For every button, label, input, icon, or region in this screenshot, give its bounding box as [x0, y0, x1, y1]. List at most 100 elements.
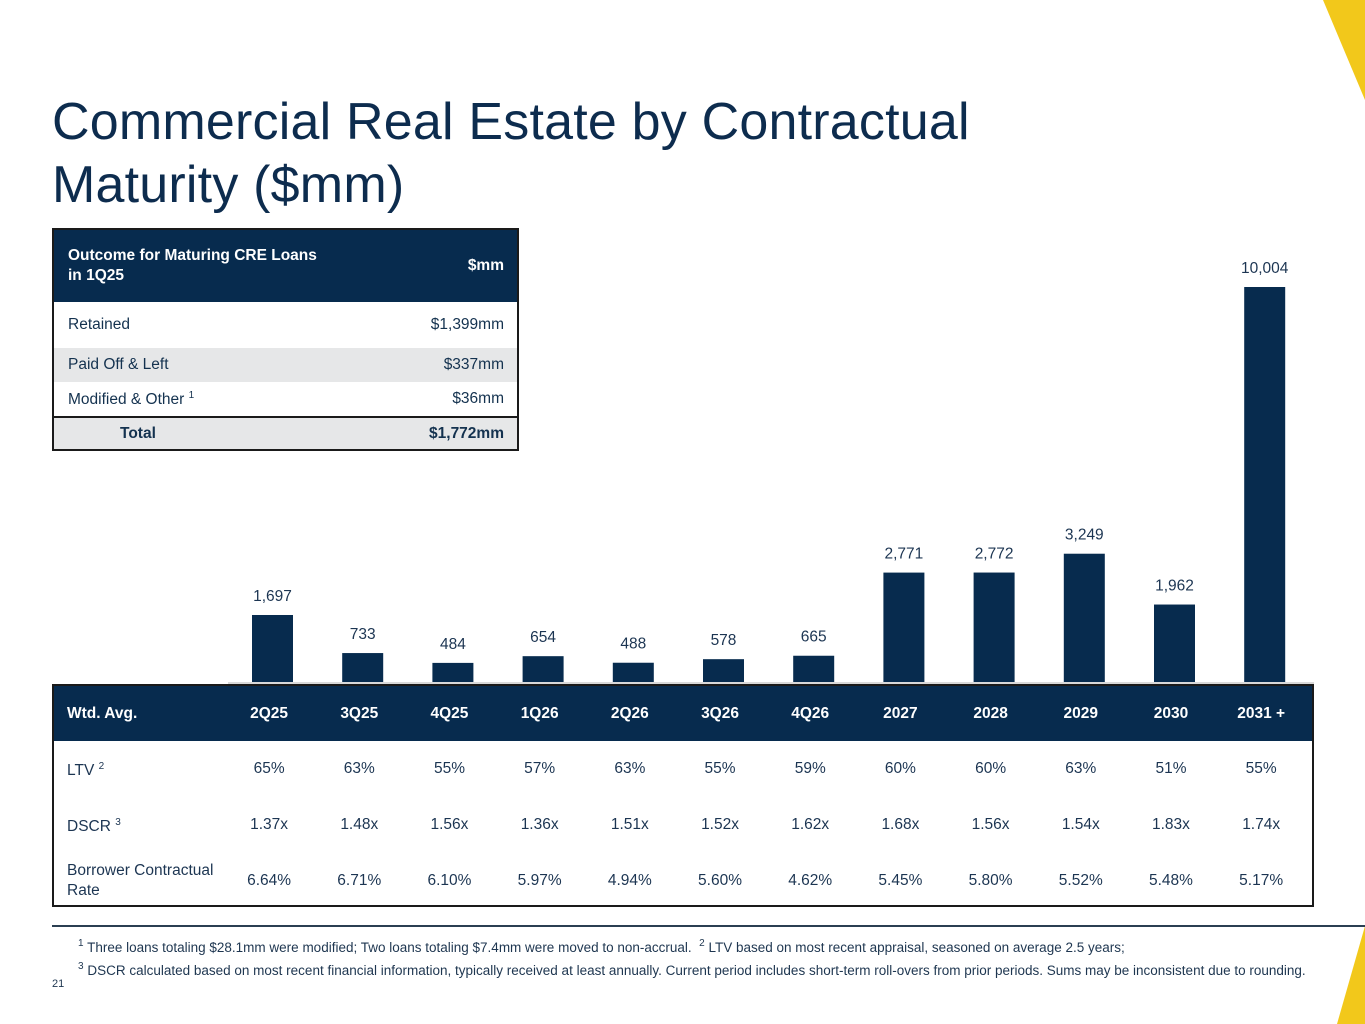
metrics-cell: 1.56x — [430, 816, 469, 833]
bar-3q26 — [703, 659, 744, 682]
footnote-mark: 1 — [78, 938, 84, 949]
metrics-cell: 6.64% — [247, 872, 292, 889]
bar-data-label: 733 — [350, 626, 376, 643]
footnote-mark: 2 — [699, 938, 705, 949]
metrics-cell: 59% — [794, 760, 826, 777]
metrics-row-label: LTV 2 — [54, 757, 224, 781]
metrics-cell: 51% — [1155, 760, 1187, 777]
metrics-cell: 5.48% — [1148, 872, 1193, 889]
bar-2029 — [1063, 553, 1105, 682]
metrics-row-rate: Borrower Contractual Rate 6.64% 6.71% 6.10… — [54, 853, 1312, 909]
metrics-column-header: 2028 — [973, 704, 1008, 722]
outcome-table: Outcome for Maturing CRE Loans in 1Q25 $… — [52, 228, 519, 451]
bar-2027 — [883, 572, 925, 682]
outcome-row: Modified & Other 1 $36mm — [54, 382, 517, 416]
bar-2q25 — [252, 614, 293, 682]
metrics-cell: 55% — [704, 760, 736, 777]
outcome-row-value: $36mm — [452, 390, 504, 407]
metrics-cell: 1.54x — [1061, 816, 1100, 833]
footnote-mark: 3 — [78, 961, 84, 972]
outcome-header-label: Outcome for Maturing CRE Loans in 1Q25 — [68, 247, 317, 284]
chart-baseline — [228, 682, 1314, 685]
metrics-cell: 6.10% — [427, 872, 472, 889]
bar-1q26 — [522, 656, 564, 682]
bar-2028 — [973, 572, 1015, 682]
metrics-column-header: 2031 + — [1237, 704, 1286, 722]
metrics-cell: 63% — [343, 760, 375, 777]
metrics-cell: 5.80% — [968, 872, 1013, 889]
bar-data-label: 2,772 — [975, 546, 1014, 563]
page-title: Commercial Real Estate by Contractual Ma… — [52, 92, 970, 214]
metrics-cell: 6.71% — [337, 872, 382, 889]
metrics-column-header: 1Q26 — [520, 704, 559, 722]
metrics-cell: 1.36x — [520, 816, 559, 833]
outcome-total-label: Total — [120, 424, 156, 442]
bar-data-label: 2,771 — [885, 546, 924, 563]
outcome-row-label: Modified & Other 1 — [68, 390, 194, 409]
outcome-row: Paid Off & Left $337mm — [54, 348, 517, 382]
metrics-cell: 55% — [433, 760, 465, 777]
bar-data-label: 1,962 — [1155, 578, 1194, 595]
outcome-total-value: $1,772mm — [429, 424, 504, 442]
metrics-column-header: 2029 — [1063, 704, 1099, 722]
metrics-header-label: Wtd. Avg. — [67, 704, 138, 722]
metrics-cell: 1.83x — [1152, 816, 1190, 833]
metrics-cell: 5.60% — [698, 872, 742, 889]
metrics-row-dscr: DSCR 3 1.37x 1.48x 1.56x 1.36x 1.51x 1.52x 1.6… — [54, 797, 1312, 853]
metrics-cell: 1.37x — [250, 816, 289, 833]
metrics-column-header: 2Q26 — [610, 704, 649, 722]
metrics-row-label: DSCR 3 — [54, 813, 224, 837]
metrics-cell: 63% — [614, 760, 646, 777]
metrics-cell: 4.62% — [788, 872, 833, 889]
footnote-1: Three loans totaling $28.1mm were modifi… — [87, 940, 692, 955]
metrics-column-header: 2Q25 — [250, 704, 289, 722]
metrics-column-header: 2027 — [883, 704, 918, 722]
maturity-bar-chart: 1,697 733 484 654 488 578 665 2,771 2,772 3,249 1,… — [252, 260, 1289, 682]
bar-data-label: 3,249 — [1065, 527, 1104, 544]
metrics-cell: 4.94% — [607, 872, 652, 889]
accent-shape-top — [1323, 0, 1365, 100]
metrics-cell: 60% — [884, 760, 916, 777]
metrics-cell: 5.52% — [1058, 872, 1103, 889]
outcome-table-header: Outcome for Maturing CRE Loans in 1Q25 $… — [54, 230, 517, 302]
footnote-3: DSCR calculated based on most recent fin… — [87, 963, 1306, 978]
bar-data-label: 484 — [440, 636, 466, 653]
metrics-header-row: Wtd. Avg. 2Q25 3Q25 4Q25 1Q26 2Q26 3Q26 4Q26 20… — [54, 686, 1312, 741]
bar-data-label: 1,697 — [253, 588, 292, 605]
metrics-cell: 5.17% — [1239, 872, 1284, 889]
metrics-cell: 1.74x — [1242, 816, 1281, 833]
footnote-ref: 2 — [98, 761, 105, 772]
metrics-column-header: 4Q25 — [430, 704, 469, 722]
metrics-cell: 1.48x — [340, 816, 379, 833]
bar-data-label: 488 — [620, 636, 646, 653]
metrics-row-label-text: DSCR — [67, 818, 111, 835]
outcome-total-row: Total $1,772mm — [54, 416, 517, 449]
accent-shape-bottom — [1337, 926, 1365, 1024]
outcome-row-value: $1,399mm — [430, 316, 504, 333]
footer-divider — [52, 925, 1365, 927]
metrics-column-header: 3Q26 — [701, 704, 739, 722]
bar-data-label: 665 — [801, 629, 827, 646]
bar-2031 — [1244, 287, 1286, 682]
footnote-ref: 3 — [115, 817, 121, 828]
bar-4q26 — [793, 655, 835, 682]
metrics-table: Wtd. Avg. 2Q25 3Q25 4Q25 1Q26 2Q26 3Q26 4Q26 20… — [52, 684, 1314, 907]
bar-2q26 — [612, 662, 654, 682]
outcome-row-label-text: Modified & Other — [68, 390, 185, 408]
bar-data-label: 578 — [711, 632, 737, 649]
metrics-column-header: 2030 — [1153, 704, 1189, 722]
metrics-cell: 60% — [975, 760, 1007, 777]
metrics-cell: 55% — [1245, 760, 1277, 777]
outcome-row-value: $337mm — [443, 356, 504, 373]
footnote-ref: 1 — [188, 389, 195, 401]
metrics-row-ltv: LTV 2 65% 63% 55% 57% 63% 55% 59% 60% 60% 63% 51% 5… — [54, 741, 1312, 797]
footnotes: 1 Three loans totaling $28.1mm were modi… — [78, 934, 1308, 980]
metrics-cell: 1.51x — [610, 816, 649, 833]
metrics-cell: 5.97% — [517, 872, 562, 889]
metrics-column-header: 4Q26 — [791, 704, 830, 722]
metrics-row-label-text: LTV — [67, 762, 95, 779]
bar-data-label: 10,004 — [1241, 260, 1289, 277]
metrics-cell: 5.45% — [878, 872, 923, 889]
metrics-cell: 63% — [1065, 760, 1097, 777]
metrics-row-label: Borrower Contractual Rate — [67, 862, 214, 899]
